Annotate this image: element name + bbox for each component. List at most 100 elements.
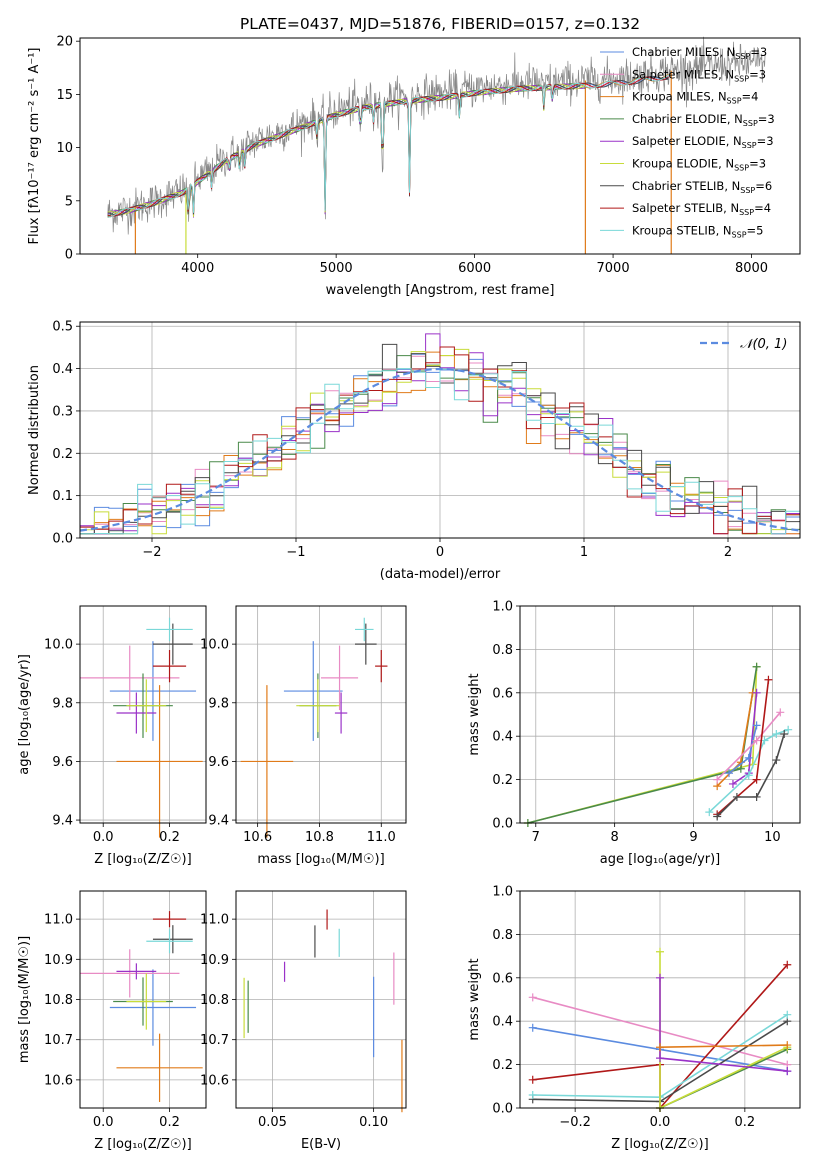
axes-frame: [79, 890, 207, 1109]
mass-weight-marker: [752, 736, 761, 745]
mass-weight-marker: [752, 792, 761, 801]
axes-frame: [79, 37, 801, 255]
y-tick-label: 0.1: [52, 489, 73, 504]
y-axis-label: mass weight: [467, 673, 482, 755]
x-axis-label: mass [log₁₀(M/M☉)]: [257, 852, 384, 867]
mass-weight-marker: [784, 725, 793, 734]
mass-weight-marker: [732, 792, 741, 801]
mass-weight-marker: [752, 721, 761, 730]
x-tick-label: −0.2: [559, 1115, 591, 1130]
axes-frame: [235, 605, 407, 824]
y-tick-label: 15: [56, 88, 73, 103]
x-tick-label: 11.0: [367, 830, 396, 845]
y-tick-label: 9.4: [52, 814, 73, 829]
mass-weight-marker: [713, 775, 722, 784]
x-axis-label: age [log₁₀(age/yr)]: [600, 852, 721, 867]
y-tick-label: 0.2: [492, 1058, 513, 1073]
y-tick-label: 0.4: [492, 1015, 513, 1030]
mass-weight-marker: [783, 1010, 792, 1019]
y-tick-label: 9.6: [52, 755, 73, 770]
x-tick-label: 0.2: [159, 830, 180, 845]
legend-label: Chabrier MILES, NSSP=3: [632, 45, 767, 61]
plot-area: [80, 617, 203, 838]
x-tick-label: 7: [532, 830, 540, 845]
mass-weight-marker: [783, 960, 792, 969]
x-tick-label: 5000: [320, 261, 353, 276]
y-tick-label: 10.0: [44, 638, 73, 653]
legend-label: 𝒩(0, 1): [740, 337, 787, 352]
y-tick-label: 0.0: [492, 817, 513, 832]
y-tick-label: 0.2: [52, 447, 73, 462]
y-tick-label: 0.6: [492, 971, 513, 986]
axes-frame: [235, 890, 407, 1109]
axes-frame: [519, 605, 801, 824]
legend-label: Kroupa STELIB, NSSP=5: [632, 223, 763, 239]
y-tick-label: 0.8: [492, 928, 513, 943]
plot-area: [523, 662, 793, 827]
mass-weight-marker: [656, 1043, 664, 1052]
x-tick-label: −1: [286, 545, 305, 560]
panel-1: 4000 5000 6000 7000 8000 0 5 10 15 20 wavelength […: [27, 35, 801, 298]
panel-6: 0.0 0.2 10.6 10.7 10.8 10.9 11.0 Z [log₁₀(Z/Z☉)…: [17, 890, 207, 1152]
plot-area: [80, 911, 203, 1102]
x-tick-label: 0.0: [650, 1115, 671, 1130]
y-tick-label: 0.4: [492, 730, 513, 745]
y-axis-label: age [log₁₀(age/yr)]: [17, 654, 32, 775]
mass-weight-marker: [772, 730, 781, 739]
mass-weight-marker: [764, 675, 773, 684]
mass-weight-marker: [728, 779, 737, 788]
axes-frame: [79, 321, 801, 539]
legend-label: Salpeter STELIB, NSSP=4: [632, 201, 771, 217]
x-tick-label: 0.0: [93, 830, 114, 845]
axes-frame: [519, 890, 801, 1109]
mass-weight-marker: [528, 1075, 537, 1084]
x-axis-label: Z [log₁₀(Z/Z☉)]: [611, 1137, 708, 1152]
x-tick-label: 0.10: [359, 1115, 388, 1130]
panel-2: −2 −1 0 1 2 0.0 0.1 0.2 0.3 0.4 0.5 (data-model)/er…: [27, 320, 801, 582]
plot-area: [243, 909, 403, 1113]
y-tick-label: 0.8: [492, 643, 513, 658]
x-tick-label: 10.6: [243, 830, 272, 845]
mass-weight-marker: [656, 1054, 664, 1063]
panel-7: 0.05 0.10 10.6 10.7 10.8 10.9 11.0 E(B-V): [200, 890, 407, 1152]
x-tick-label: 10.8: [305, 830, 334, 845]
x-tick-label: 10: [764, 830, 781, 845]
x-tick-label: 2: [724, 545, 732, 560]
x-tick-label: 0.2: [159, 1115, 180, 1130]
x-tick-label: 6000: [458, 261, 491, 276]
panel-5: 7 8 9 10 0.0 0.2 0.4 0.6 0.8 1.0 age [log₁₀(age/yr…: [467, 600, 801, 867]
x-axis-label: Z [log₁₀(Z/Z☉)]: [94, 852, 191, 867]
y-tick-label: 0.2: [492, 773, 513, 788]
y-tick-label: 10.7: [44, 1033, 73, 1048]
y-tick-label: 10.9: [44, 953, 73, 968]
y-tick-label: 10.8: [44, 993, 73, 1008]
x-tick-label: 7000: [597, 261, 630, 276]
y-axis-label: mass [log₁₀(M/M☉)]: [17, 936, 32, 1063]
mass-weight-marker: [656, 947, 664, 956]
y-axis-label: Flux [fλ10⁻¹⁷ erg cm⁻² s⁻¹ A⁻¹]: [27, 48, 42, 245]
y-tick-label: 1.0: [492, 600, 513, 615]
y-axis-label: mass weight: [467, 958, 482, 1040]
y-tick-label: 9.4: [208, 814, 229, 829]
x-axis-label: (data-model)/error: [380, 567, 501, 582]
y-tick-label: 10: [56, 141, 73, 156]
y-tick-label: 0.4: [52, 362, 73, 377]
mass-weight-marker: [713, 812, 722, 821]
mass-weight-marker: [744, 753, 753, 762]
legend-label: Chabrier ELODIE, NSSP=3: [632, 112, 775, 128]
y-tick-label: 0.5: [52, 320, 73, 335]
mass-weight-marker: [776, 708, 785, 717]
x-tick-label: 4000: [181, 261, 214, 276]
figure-title: PLATE=0437, MJD=51876, FIBERID=0157, z=0…: [240, 15, 640, 33]
legend-label: Salpeter MILES, NSSP=3: [632, 67, 766, 83]
y-tick-label: 11.0: [44, 913, 73, 928]
axes-frame: [79, 605, 207, 824]
x-tick-label: 9: [689, 830, 697, 845]
plot-area: [79, 333, 801, 535]
y-axis-label: Normed distribution: [27, 365, 42, 495]
y-tick-label: 10.9: [200, 953, 229, 968]
x-tick-label: 0: [436, 545, 444, 560]
y-tick-label: 20: [56, 35, 73, 50]
plot-area: [240, 617, 388, 838]
